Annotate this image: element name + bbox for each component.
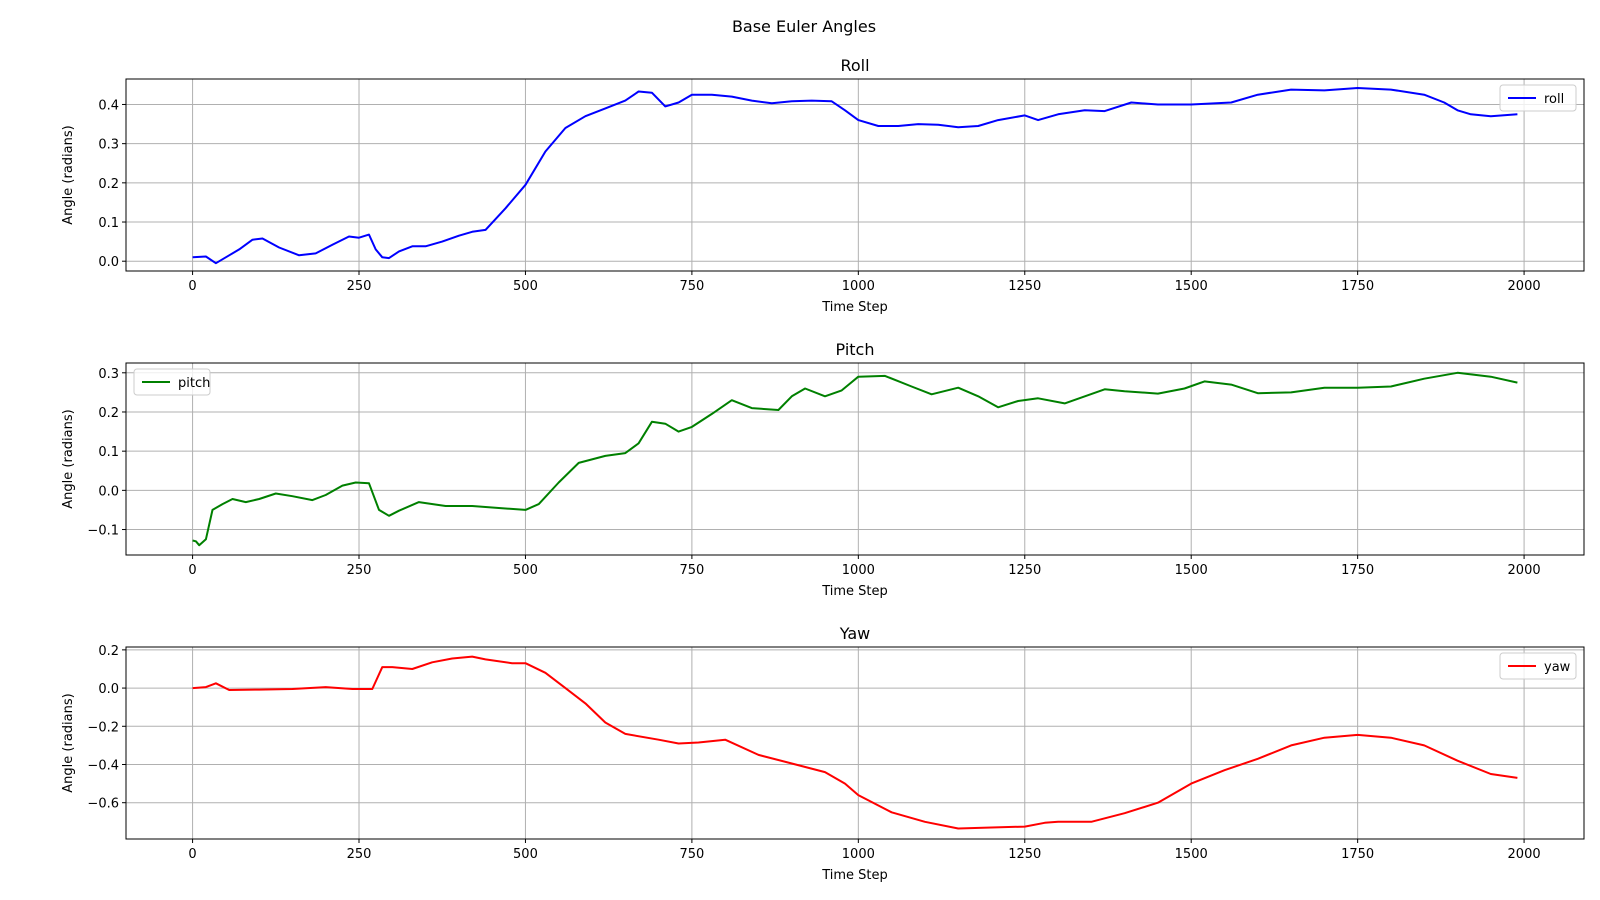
- axes-frame: [125, 646, 1585, 840]
- panel-title: Yaw: [839, 624, 870, 643]
- axes-frame: [125, 362, 1585, 556]
- y-tick-label: 0.1: [98, 216, 119, 231]
- y-axis-label: Angle (radians): [61, 693, 76, 792]
- x-tick-label: 750: [679, 279, 704, 294]
- axes-frame: [125, 78, 1585, 272]
- panel-title: Roll: [840, 56, 869, 75]
- y-tick-label: 0.0: [98, 255, 119, 270]
- x-tick-label: 1250: [1008, 563, 1041, 578]
- x-tick-label: 1000: [842, 847, 875, 862]
- legend-label: roll: [1544, 92, 1564, 107]
- y-axis-label: Angle (radians): [61, 125, 76, 224]
- panel-title: Pitch: [836, 340, 875, 359]
- legend-box: [133, 368, 211, 396]
- x-tick-label: 1500: [1175, 847, 1208, 862]
- y-tick-label: 0.2: [98, 177, 119, 192]
- x-tick-label: 250: [347, 847, 372, 862]
- legend-box: [1499, 84, 1577, 112]
- y-tick-label: −0.6: [87, 797, 119, 812]
- figure-title: Base Euler Angles: [732, 17, 876, 36]
- y-tick-label: 0.3: [98, 138, 119, 153]
- x-tick-label: 500: [513, 563, 538, 578]
- x-tick-label: 0: [188, 279, 196, 294]
- roll-series-line: [192, 87, 1518, 265]
- x-tick-label: 2000: [1508, 847, 1541, 862]
- x-tick-label: 750: [679, 847, 704, 862]
- x-tick-label: 2000: [1508, 279, 1541, 294]
- x-tick-label: 1750: [1341, 847, 1374, 862]
- y-tick-label: 0.3: [98, 367, 119, 382]
- x-tick-label: 1500: [1175, 563, 1208, 578]
- x-tick-label: 750: [679, 563, 704, 578]
- x-tick-label: 1250: [1008, 847, 1041, 862]
- x-tick-label: 0: [188, 563, 196, 578]
- x-tick-label: 1000: [842, 279, 875, 294]
- panel-roll: 0 250 500 750 1000 1250 1500 1750 2000 0.0 0.1 0.2 0…: [61, 56, 1585, 315]
- x-tick-label: 1750: [1341, 563, 1374, 578]
- y-tick-label: 0.0: [98, 682, 119, 697]
- x-axis-label: Time Step: [821, 300, 888, 315]
- y-tick-label: −0.2: [87, 720, 119, 735]
- x-tick-label: 500: [513, 847, 538, 862]
- pitch-series-line: [192, 371, 1518, 547]
- x-tick-label: 1500: [1175, 279, 1208, 294]
- y-tick-label: −0.1: [87, 524, 119, 539]
- y-tick-label: 0.0: [98, 484, 119, 499]
- legend: roll: [1499, 84, 1577, 112]
- legend-label: yaw: [1544, 660, 1571, 675]
- y-axis-label: Angle (radians): [61, 409, 76, 508]
- x-tick-label: 250: [347, 563, 372, 578]
- x-axis-label: Time Step: [821, 868, 888, 883]
- y-tick-label: −0.4: [87, 758, 119, 773]
- x-axis-label: Time Step: [821, 584, 888, 599]
- yaw-series-line: [192, 655, 1518, 830]
- y-tick-label: 0.1: [98, 445, 119, 460]
- legend: yaw: [1499, 652, 1577, 680]
- legend-label: pitch: [178, 376, 210, 391]
- y-tick-label: 0.2: [98, 406, 119, 421]
- legend-box: [1499, 652, 1577, 680]
- panel-pitch: 0 250 500 750 1000 1250 1500 1750 2000 −0.1 0.0 0.1…: [61, 340, 1585, 599]
- panel-yaw: 0 250 500 750 1000 1250 1500 1750 2000 −0.6 −0.4 −0…: [61, 624, 1585, 883]
- y-tick-label: 0.2: [98, 644, 119, 659]
- x-tick-label: 1250: [1008, 279, 1041, 294]
- x-tick-label: 250: [347, 279, 372, 294]
- x-tick-label: 2000: [1508, 563, 1541, 578]
- x-tick-label: 0: [188, 847, 196, 862]
- x-tick-label: 1750: [1341, 279, 1374, 294]
- legend: pitch: [133, 368, 211, 396]
- x-tick-label: 500: [513, 279, 538, 294]
- y-tick-label: 0.4: [98, 98, 119, 113]
- x-tick-label: 1000: [842, 563, 875, 578]
